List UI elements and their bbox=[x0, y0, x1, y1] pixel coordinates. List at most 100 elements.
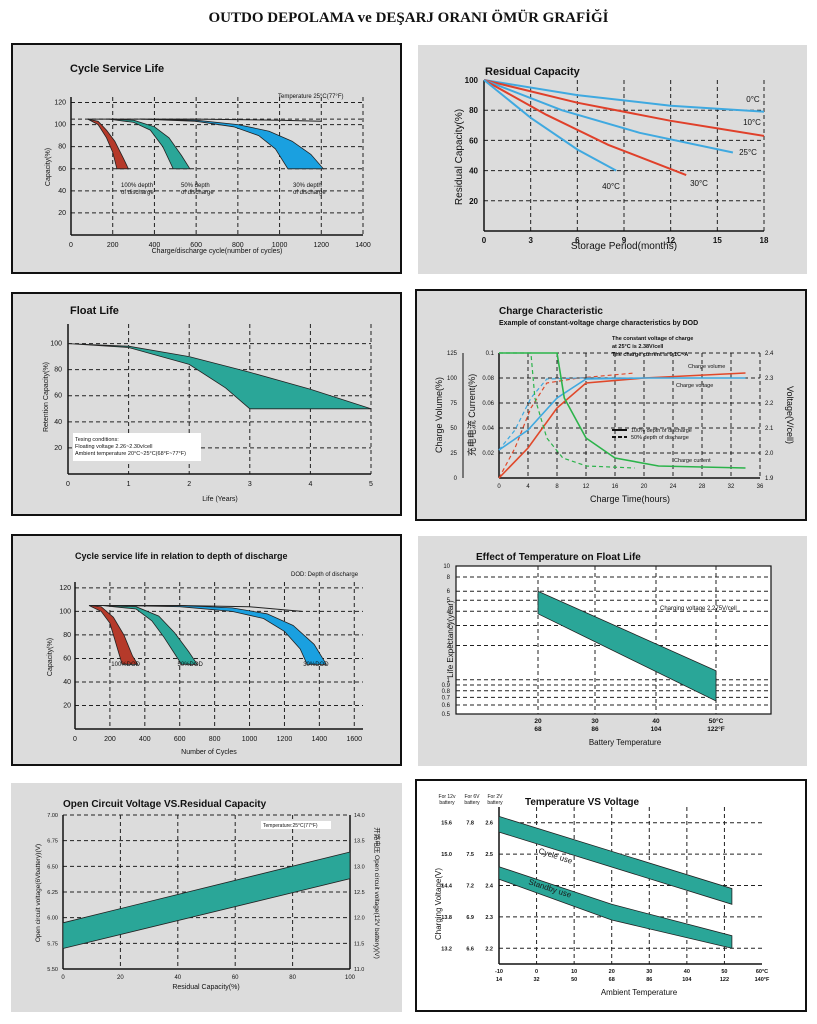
x-tick-label: 8 bbox=[555, 484, 559, 490]
x-tick-label: 1 bbox=[127, 481, 131, 488]
series-label: 50%DOD bbox=[178, 662, 204, 668]
x-tick-label-c: 20 bbox=[609, 969, 615, 975]
chart-title: Effect of Temperature on Float Life bbox=[476, 552, 641, 563]
x-tick-label-c: 30 bbox=[591, 718, 599, 725]
x-tick-label: 3 bbox=[248, 481, 252, 488]
series-line-charge-voltage bbox=[498, 377, 746, 451]
y-tick-label-2v: 2.3 bbox=[485, 915, 493, 921]
series-line-50pct-charge-voltage bbox=[498, 377, 635, 451]
chart-title: Charge Characteristic bbox=[499, 306, 603, 317]
y-tick-label-2v: 2.5 bbox=[485, 852, 493, 858]
x-tick-label: 800 bbox=[232, 242, 244, 249]
x-tick-label: 12 bbox=[666, 236, 675, 245]
y-tick-label: 60 bbox=[63, 655, 71, 662]
voltage-tick-label: 2.4 bbox=[765, 351, 774, 357]
volume-tick-label: 25 bbox=[450, 451, 457, 457]
series-line-25C bbox=[483, 79, 734, 154]
charge-note: The charge current is 0.1C~A bbox=[612, 352, 688, 358]
y-axis-label: Residual Capacity(%) bbox=[454, 109, 465, 205]
x-tick-label: 400 bbox=[139, 736, 151, 743]
y-tick-label-12v: 15.6 bbox=[441, 821, 452, 827]
series-band-100pctDOD bbox=[88, 605, 139, 665]
chart-float-life: Float Life 20 40 60 80 100 0 1 2 3 4 5 Tesing condit… bbox=[43, 305, 373, 503]
y-tick-label: 3 bbox=[447, 623, 451, 629]
y-tick-label-12v: 13.8 bbox=[441, 915, 452, 921]
x-tick-label-c: 20 bbox=[534, 718, 542, 725]
test-conditions-box bbox=[73, 433, 201, 461]
y-tick-label: 40 bbox=[58, 188, 66, 195]
band-cycle-use bbox=[498, 815, 733, 905]
series-band-30pctDOD bbox=[118, 605, 328, 665]
series-label: 0°C bbox=[746, 95, 760, 104]
y-tick-label-2v: 2.4 bbox=[485, 884, 494, 890]
ocv-band bbox=[62, 851, 351, 950]
x-tick-label: 200 bbox=[107, 242, 119, 249]
x-tick-label-f: 86 bbox=[591, 726, 599, 733]
x-tick-label: 40 bbox=[174, 975, 181, 981]
y-tick-label-right: 11.0 bbox=[354, 967, 364, 973]
x-tick-label: 200 bbox=[104, 736, 116, 743]
float-life-band bbox=[537, 590, 717, 702]
axis-header: battery bbox=[487, 800, 503, 806]
chart-subtitle: Example of constant-voltage charge chara… bbox=[499, 320, 698, 327]
y-tick-label: 5 bbox=[447, 598, 451, 604]
y-tick-label: 1 bbox=[447, 678, 451, 684]
x-tick-label: 9 bbox=[622, 236, 627, 245]
x-axis-label: Charge/discharge cycle(number of cycles) bbox=[152, 248, 283, 255]
x-tick-label: 600 bbox=[190, 242, 202, 249]
y-tick-label: 10 bbox=[443, 564, 450, 570]
chart-temperature-float-life: Effect of Temperature on Float Life 0.5 0.… bbox=[442, 552, 772, 747]
x-tick-label-c: 60°C bbox=[756, 969, 768, 975]
voltage-tick-label: 2.0 bbox=[765, 451, 774, 457]
voltage-tick-label: 2.3 bbox=[765, 376, 774, 382]
x-axis-label: Ambient Temperature bbox=[601, 988, 678, 997]
series-line-30C bbox=[483, 79, 687, 177]
series-line-charge-volume bbox=[498, 372, 746, 479]
curve-label-current: Charge current bbox=[674, 458, 711, 464]
series-label: of discharge bbox=[293, 190, 326, 196]
x-tick-label: 15 bbox=[713, 236, 722, 245]
current-tick-label: 0.08 bbox=[482, 376, 494, 382]
chart-title: Residual Capacity bbox=[485, 66, 581, 78]
y-tick-label-left: 6.75 bbox=[47, 839, 58, 845]
legend-label: 50% depth of discharge bbox=[631, 435, 689, 441]
series-line-50pct-charge-current bbox=[499, 352, 635, 469]
series-label: 10°C bbox=[743, 118, 761, 127]
x-tick-label-c: 0 bbox=[535, 969, 538, 975]
x-tick-label-f: 86 bbox=[646, 977, 652, 983]
y-tick-label: 20 bbox=[58, 210, 66, 217]
x-tick-label-c: -10 bbox=[495, 969, 503, 975]
panel-charge-characteristic: Charge Characteristic Example of constant… bbox=[415, 289, 807, 521]
y-tick-label-right: 11.5 bbox=[354, 941, 364, 947]
y-tick-label-6v: 7.5 bbox=[466, 852, 474, 858]
series-line-50pct-charge-volume bbox=[498, 372, 635, 479]
x-axis-label: Charge Time(hours) bbox=[590, 494, 670, 504]
x-tick-label: 16 bbox=[612, 484, 619, 490]
chart-cycle-life-dod: Cycle service life in relation to depth … bbox=[47, 551, 363, 756]
chart-title: Temperature VS Voltage bbox=[525, 797, 640, 808]
volume-tick-label: 125 bbox=[447, 351, 458, 357]
x-tick-label: 0 bbox=[482, 236, 487, 245]
temperature-annotation: Temperature 25°C(77°F) bbox=[278, 94, 344, 100]
x-tick-label: 6 bbox=[575, 236, 580, 245]
y-tick-label: 0.8 bbox=[442, 689, 451, 695]
rated-capacity-line bbox=[87, 118, 322, 122]
panel-temperature-float-life: Effect of Temperature on Float Life 0.5 0.… bbox=[418, 536, 807, 766]
curve-label-volume: Charge volume bbox=[688, 364, 725, 370]
float-life-band bbox=[67, 343, 372, 410]
volume-tick-label: 75 bbox=[450, 401, 457, 407]
panel-residual-capacity: Residual Capacity 20 40 60 80 100 0 3 6 9 12 15 18 0°… bbox=[418, 45, 807, 274]
y-tick-label-left: 5.75 bbox=[47, 941, 58, 947]
series-line-0C bbox=[483, 79, 765, 113]
series-line-10C bbox=[483, 79, 765, 137]
y-tick-label: 100 bbox=[50, 341, 62, 348]
y-axis-label-left: Open circuit voltage(6Vbattery)(V) bbox=[35, 844, 42, 942]
y-tick-label: 6 bbox=[447, 589, 451, 595]
x-tick-label: 4 bbox=[526, 484, 530, 490]
axis-header: battery bbox=[464, 800, 480, 806]
y-tick-label: 40 bbox=[63, 679, 71, 686]
y-axis-label-current: 充电电流 Current(%) bbox=[466, 374, 477, 457]
temperature-box bbox=[261, 821, 331, 829]
series-line-40C bbox=[483, 79, 617, 172]
y-tick-label: 120 bbox=[54, 100, 66, 107]
